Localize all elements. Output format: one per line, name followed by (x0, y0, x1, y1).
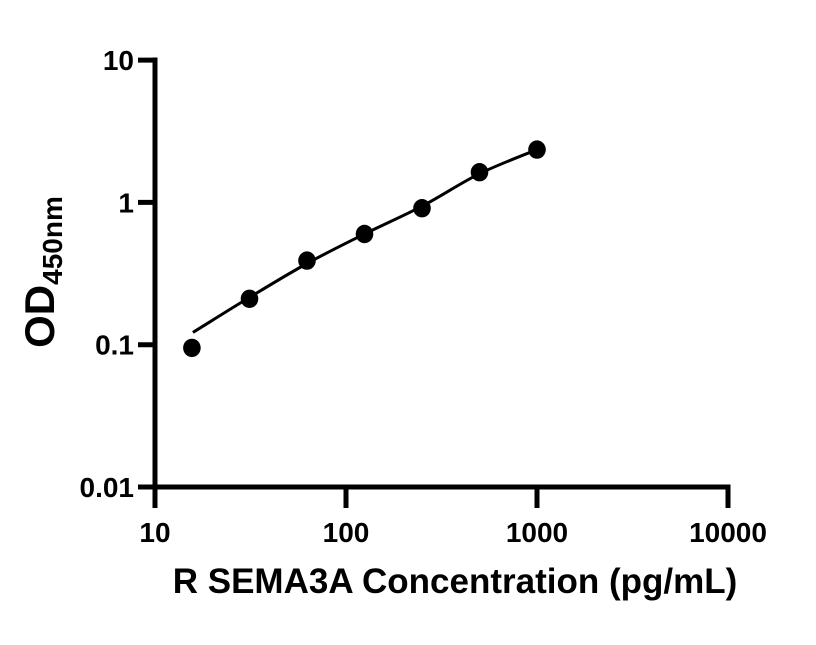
data-point (355, 224, 374, 244)
y-axis-title-main: OD (16, 285, 63, 348)
x-tick-label: 1000 (506, 517, 568, 548)
x-tick-label: 10000 (689, 517, 767, 548)
y-tick-label: 0.1 (95, 330, 134, 361)
y-tick-label: 1 (118, 187, 134, 218)
data-point (298, 251, 316, 270)
axes-spine (152, 57, 731, 490)
data-point (470, 163, 489, 182)
y-tick-label: 0.01 (80, 472, 135, 503)
data-point (413, 199, 431, 218)
data-point (183, 338, 201, 358)
y-axis-title: OD450nm (16, 196, 68, 348)
x-tick-label: 10 (139, 517, 170, 548)
x-tick-label: 100 (323, 517, 370, 548)
x-axis-title: R SEMA3A Concentration (pg/mL) (173, 562, 738, 601)
y-axis-title-subscript: 450nm (37, 196, 68, 285)
data-point (240, 289, 259, 308)
data-point (528, 140, 546, 159)
y-tick-label: 10 (103, 45, 134, 76)
